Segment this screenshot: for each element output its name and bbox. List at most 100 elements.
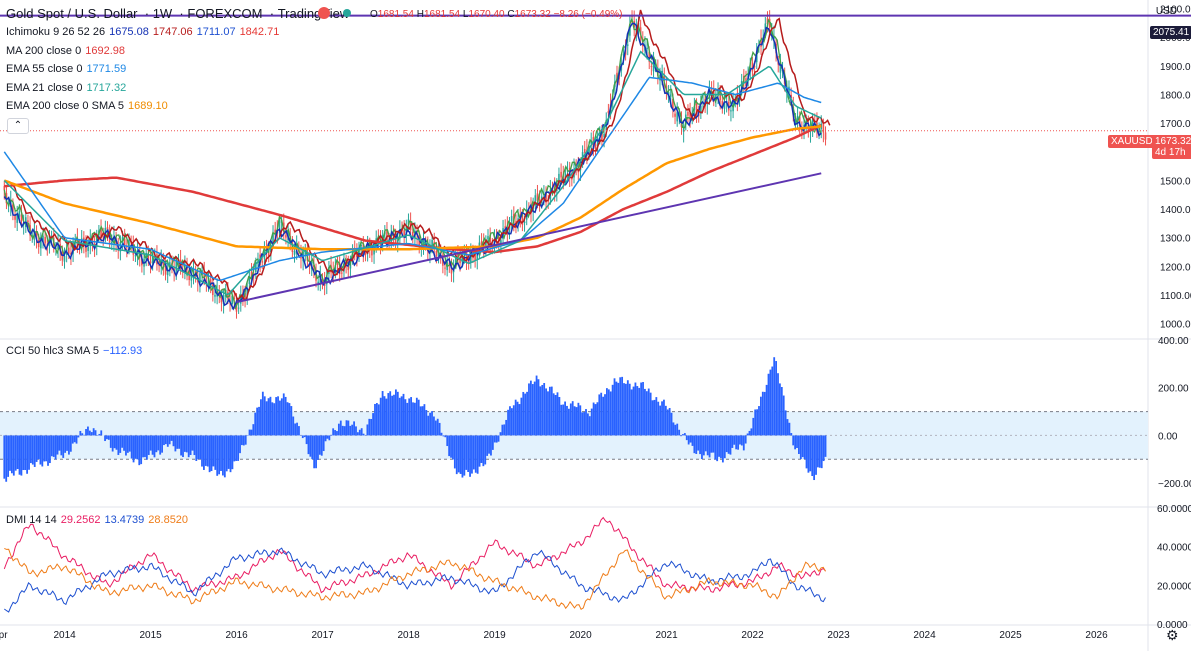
cci-bar bbox=[476, 435, 479, 474]
cci-bar bbox=[412, 402, 414, 436]
cci-bar bbox=[132, 435, 135, 463]
legend-ema55[interactable]: EMA 55 close 0 1771.59 bbox=[6, 63, 127, 75]
chart-header: Gold Spot / U.S. Dollar · 1W · FOREXCOM … bbox=[6, 6, 350, 21]
cci-bar bbox=[296, 422, 298, 436]
cci-bar bbox=[126, 435, 129, 453]
candle-body bbox=[227, 291, 229, 299]
cci-bar bbox=[214, 435, 217, 470]
cci-bar bbox=[334, 430, 336, 436]
candle-body bbox=[822, 123, 825, 133]
legend-dmi[interactable]: DMI 14 14 29.2562 13.4739 28.8520 bbox=[6, 514, 189, 526]
cci-bar bbox=[520, 397, 523, 436]
cci-bar bbox=[545, 388, 547, 436]
cci-bar bbox=[178, 435, 181, 449]
candle-body bbox=[261, 261, 264, 263]
dmi-tick-label: 0.0000 bbox=[1157, 620, 1188, 631]
cci-bar bbox=[49, 435, 51, 464]
cci-bar bbox=[337, 423, 340, 436]
candle-body bbox=[16, 213, 18, 223]
candle-body bbox=[824, 132, 827, 140]
cci-bar bbox=[324, 435, 327, 442]
candle-body bbox=[534, 195, 537, 203]
cci-bar bbox=[231, 435, 234, 470]
cci-bar bbox=[180, 435, 182, 456]
cci-bar bbox=[185, 435, 188, 453]
cci-bar bbox=[292, 416, 295, 436]
cci-bar bbox=[704, 435, 707, 452]
candle-body bbox=[454, 255, 457, 264]
candle-body bbox=[3, 186, 6, 190]
candle-body bbox=[465, 250, 468, 262]
cci-bar bbox=[16, 435, 19, 469]
cci-bar bbox=[486, 435, 489, 456]
cci-bar bbox=[322, 435, 325, 452]
candle-body bbox=[126, 246, 128, 248]
cci-bar bbox=[491, 435, 494, 450]
legend-ema21[interactable]: EMA 21 close 0 1717.32 bbox=[6, 82, 127, 94]
settings-gear-icon[interactable]: ⚙ bbox=[1166, 627, 1179, 643]
cci-bar bbox=[92, 428, 95, 436]
cci-bar bbox=[670, 412, 673, 436]
cci-bar bbox=[737, 435, 739, 450]
cci-bar bbox=[733, 435, 736, 445]
cci-bar bbox=[482, 435, 485, 467]
live-status-icon[interactable] bbox=[343, 9, 351, 17]
cci-bar bbox=[655, 397, 658, 436]
cci-bar bbox=[644, 388, 646, 436]
cci-bar bbox=[533, 381, 536, 436]
last-price-badge: 1673.32 4d 17h bbox=[1152, 135, 1191, 159]
cci-bar bbox=[336, 431, 338, 436]
cci-bar bbox=[203, 435, 205, 470]
dmi-plus-line bbox=[3, 516, 826, 594]
market-status-icon[interactable] bbox=[318, 7, 330, 19]
cci-bar bbox=[499, 432, 502, 436]
legend-cci[interactable]: CCI 50 hlc3 SMA 5 −112.93 bbox=[6, 345, 143, 357]
cci-bar bbox=[252, 424, 255, 436]
legend-ichimoku[interactable]: Ichimoku 9 26 52 26 1675.08 1747.06 1711.07… bbox=[6, 26, 280, 38]
cci-bar bbox=[402, 393, 405, 436]
cci-bar bbox=[398, 397, 401, 436]
legend-ma200[interactable]: MA 200 close 0 1692.98 bbox=[6, 45, 125, 57]
candle-body bbox=[285, 235, 287, 238]
cci-bar bbox=[585, 409, 587, 436]
candle-body bbox=[431, 239, 433, 248]
candle-body bbox=[212, 284, 214, 295]
cci-bar bbox=[18, 435, 21, 475]
cci-bar bbox=[472, 435, 475, 470]
candle-body bbox=[106, 227, 109, 231]
cci-bar bbox=[265, 401, 268, 436]
cci-bar bbox=[701, 435, 703, 460]
candle-body bbox=[164, 266, 167, 275]
cci-bar bbox=[539, 386, 542, 436]
cci-bar bbox=[191, 435, 194, 451]
price-tick-label: 1300.00 bbox=[1160, 234, 1191, 245]
cci-bar bbox=[514, 399, 517, 436]
cci-bar bbox=[258, 406, 260, 436]
cci-bar bbox=[645, 391, 648, 436]
candle-body bbox=[730, 110, 732, 112]
symbol-title[interactable]: Gold Spot / U.S. Dollar bbox=[6, 6, 138, 21]
cci-bar bbox=[282, 393, 285, 436]
legend-ema200[interactable]: EMA 200 close 0 SMA 5 1689.10 bbox=[6, 100, 168, 112]
candle-body bbox=[474, 252, 476, 261]
candle-body bbox=[583, 149, 586, 153]
cci-bar bbox=[315, 435, 317, 469]
candle-body bbox=[386, 230, 388, 241]
cci-bar bbox=[136, 435, 139, 460]
cci-bar bbox=[280, 398, 283, 436]
candle-body bbox=[467, 260, 470, 264]
currency-label[interactable]: USD bbox=[1155, 6, 1177, 17]
interval-label[interactable]: 1W bbox=[152, 6, 173, 21]
cci-bar bbox=[469, 435, 471, 477]
cci-bar bbox=[138, 435, 141, 466]
candle-body bbox=[663, 75, 666, 82]
cci-bar bbox=[594, 404, 597, 436]
cci-bar bbox=[661, 401, 663, 436]
cci-bar bbox=[414, 402, 416, 436]
candle-body bbox=[248, 276, 251, 284]
cci-bar bbox=[824, 435, 827, 457]
cci-bar bbox=[330, 434, 333, 436]
collapse-legend-button[interactable]: ⌃ bbox=[7, 118, 29, 134]
cci-bar bbox=[550, 386, 553, 436]
